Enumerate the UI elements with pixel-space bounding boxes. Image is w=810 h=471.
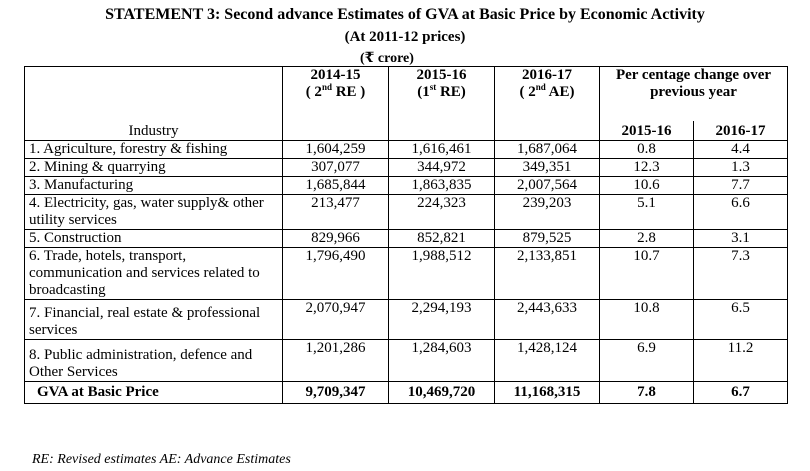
value-2014-15: 1,201,286 xyxy=(282,339,389,382)
industry-cell: 3. Manufacturing xyxy=(24,176,283,195)
pct-2016-17: 6.6 xyxy=(693,194,788,230)
industry-cell: 7. Financial, real estate & professional… xyxy=(24,299,283,340)
value-2014-15: 1,685,844 xyxy=(282,176,389,195)
value-2015-16: 1,863,835 xyxy=(388,176,495,195)
table-row: 3. Manufacturing 1,685,844 1,863,835 2,0… xyxy=(24,176,788,195)
statement-subtitle: (At 2011-12 prices) xyxy=(344,29,466,45)
pct-2015-16: 10.6 xyxy=(599,176,694,195)
value-2014-15: 213,477 xyxy=(282,194,389,230)
value-2015-16: 852,821 xyxy=(388,229,495,248)
total-row: GVA at Basic Price 9,709,347 10,469,720 … xyxy=(24,381,788,404)
value-2014-15: 2,070,947 xyxy=(282,299,389,340)
value-2015-16: 1,284,603 xyxy=(388,339,495,382)
gva-table: Industry 2014-15( 2nd RE ) 2015-16 (1st R… xyxy=(24,66,788,404)
industry-cell: 1. Agriculture, forestry & fishing xyxy=(24,140,283,159)
value-2016-17: 879,525 xyxy=(494,229,600,248)
value-2015-16: 1,616,461 xyxy=(388,140,495,159)
total-pct-2016-17: 6.7 xyxy=(693,381,788,404)
value-2014-15: 307,077 xyxy=(282,158,389,177)
total-2015-16: 10,469,720 xyxy=(388,381,495,404)
value-2015-16: 344,972 xyxy=(388,158,495,177)
table-row: 2. Mining & quarrying 307,077 344,972 34… xyxy=(24,158,788,177)
pct-2016-17: 1.3 xyxy=(693,158,788,177)
pct-2016-17: 11.2 xyxy=(693,339,788,382)
value-2016-17: 239,203 xyxy=(494,194,600,230)
pct-change-header: Per centage change over previous year xyxy=(599,66,788,121)
col-2016-17-header: 2016-17( 2nd AE) xyxy=(494,66,600,141)
industry-cell: 5. Construction xyxy=(24,229,283,248)
pct-2015-16: 12.3 xyxy=(599,158,694,177)
unit-label: (₹ crore) xyxy=(360,51,414,66)
pct-2015-16: 10.7 xyxy=(599,247,694,300)
value-2016-17: 2,443,633 xyxy=(494,299,600,340)
pct-2016-17: 4.4 xyxy=(693,140,788,159)
total-2016-17: 11,168,315 xyxy=(494,381,600,404)
table-row: 8. Public administration, defence and Ot… xyxy=(24,339,788,382)
table-row: 7. Financial, real estate & professional… xyxy=(24,299,788,340)
value-2016-17: 2,133,851 xyxy=(494,247,600,300)
value-2014-15: 1,796,490 xyxy=(282,247,389,300)
industry-cell: 4. Electricity, gas, water supply& other… xyxy=(24,194,283,230)
pct-2016-17-header: 2016-17 xyxy=(693,120,788,141)
footnote: RE: Revised estimates AE: Advance Estima… xyxy=(32,452,291,467)
industry-cell: 8. Public administration, defence and Ot… xyxy=(24,339,283,382)
statement-title: STATEMENT 3: Second advance Estimates of… xyxy=(105,6,705,23)
pct-2015-16: 10.8 xyxy=(599,299,694,340)
table-row: 5. Construction 829,966 852,821 879,525 … xyxy=(24,229,788,248)
col-2015-16-header: 2015-16 (1st RE) xyxy=(388,66,495,141)
value-2014-15: 829,966 xyxy=(282,229,389,248)
pct-2015-16: 6.9 xyxy=(599,339,694,382)
pct-2016-17: 6.5 xyxy=(693,299,788,340)
value-2014-15: 1,604,259 xyxy=(282,140,389,159)
total-pct-2015-16: 7.8 xyxy=(599,381,694,404)
value-2016-17: 1,428,124 xyxy=(494,339,600,382)
total-label: GVA at Basic Price xyxy=(24,381,283,404)
table-row: 6. Trade, hotels, transport, communicati… xyxy=(24,247,788,300)
value-2016-17: 1,687,064 xyxy=(494,140,600,159)
col-2014-15-header: 2014-15( 2nd RE ) xyxy=(282,66,389,141)
pct-2015-16: 0.8 xyxy=(599,140,694,159)
pct-2016-17: 7.7 xyxy=(693,176,788,195)
pct-2015-16: 2.8 xyxy=(599,229,694,248)
table-row: 4. Electricity, gas, water supply& other… xyxy=(24,194,788,230)
pct-2016-17: 7.3 xyxy=(693,247,788,300)
value-2016-17: 349,351 xyxy=(494,158,600,177)
table-row: 1. Agriculture, forestry & fishing 1,604… xyxy=(24,140,788,159)
pct-2015-16: 5.1 xyxy=(599,194,694,230)
value-2016-17: 2,007,564 xyxy=(494,176,600,195)
total-2014-15: 9,709,347 xyxy=(282,381,389,404)
value-2015-16: 224,323 xyxy=(388,194,495,230)
industry-cell: 2. Mining & quarrying xyxy=(24,158,283,177)
industry-cell: 6. Trade, hotels, transport, communicati… xyxy=(24,247,283,300)
value-2015-16: 2,294,193 xyxy=(388,299,495,340)
pct-2015-16-header: 2015-16 xyxy=(599,120,694,141)
industry-header: Industry xyxy=(24,66,283,141)
pct-2016-17: 3.1 xyxy=(693,229,788,248)
value-2015-16: 1,988,512 xyxy=(388,247,495,300)
